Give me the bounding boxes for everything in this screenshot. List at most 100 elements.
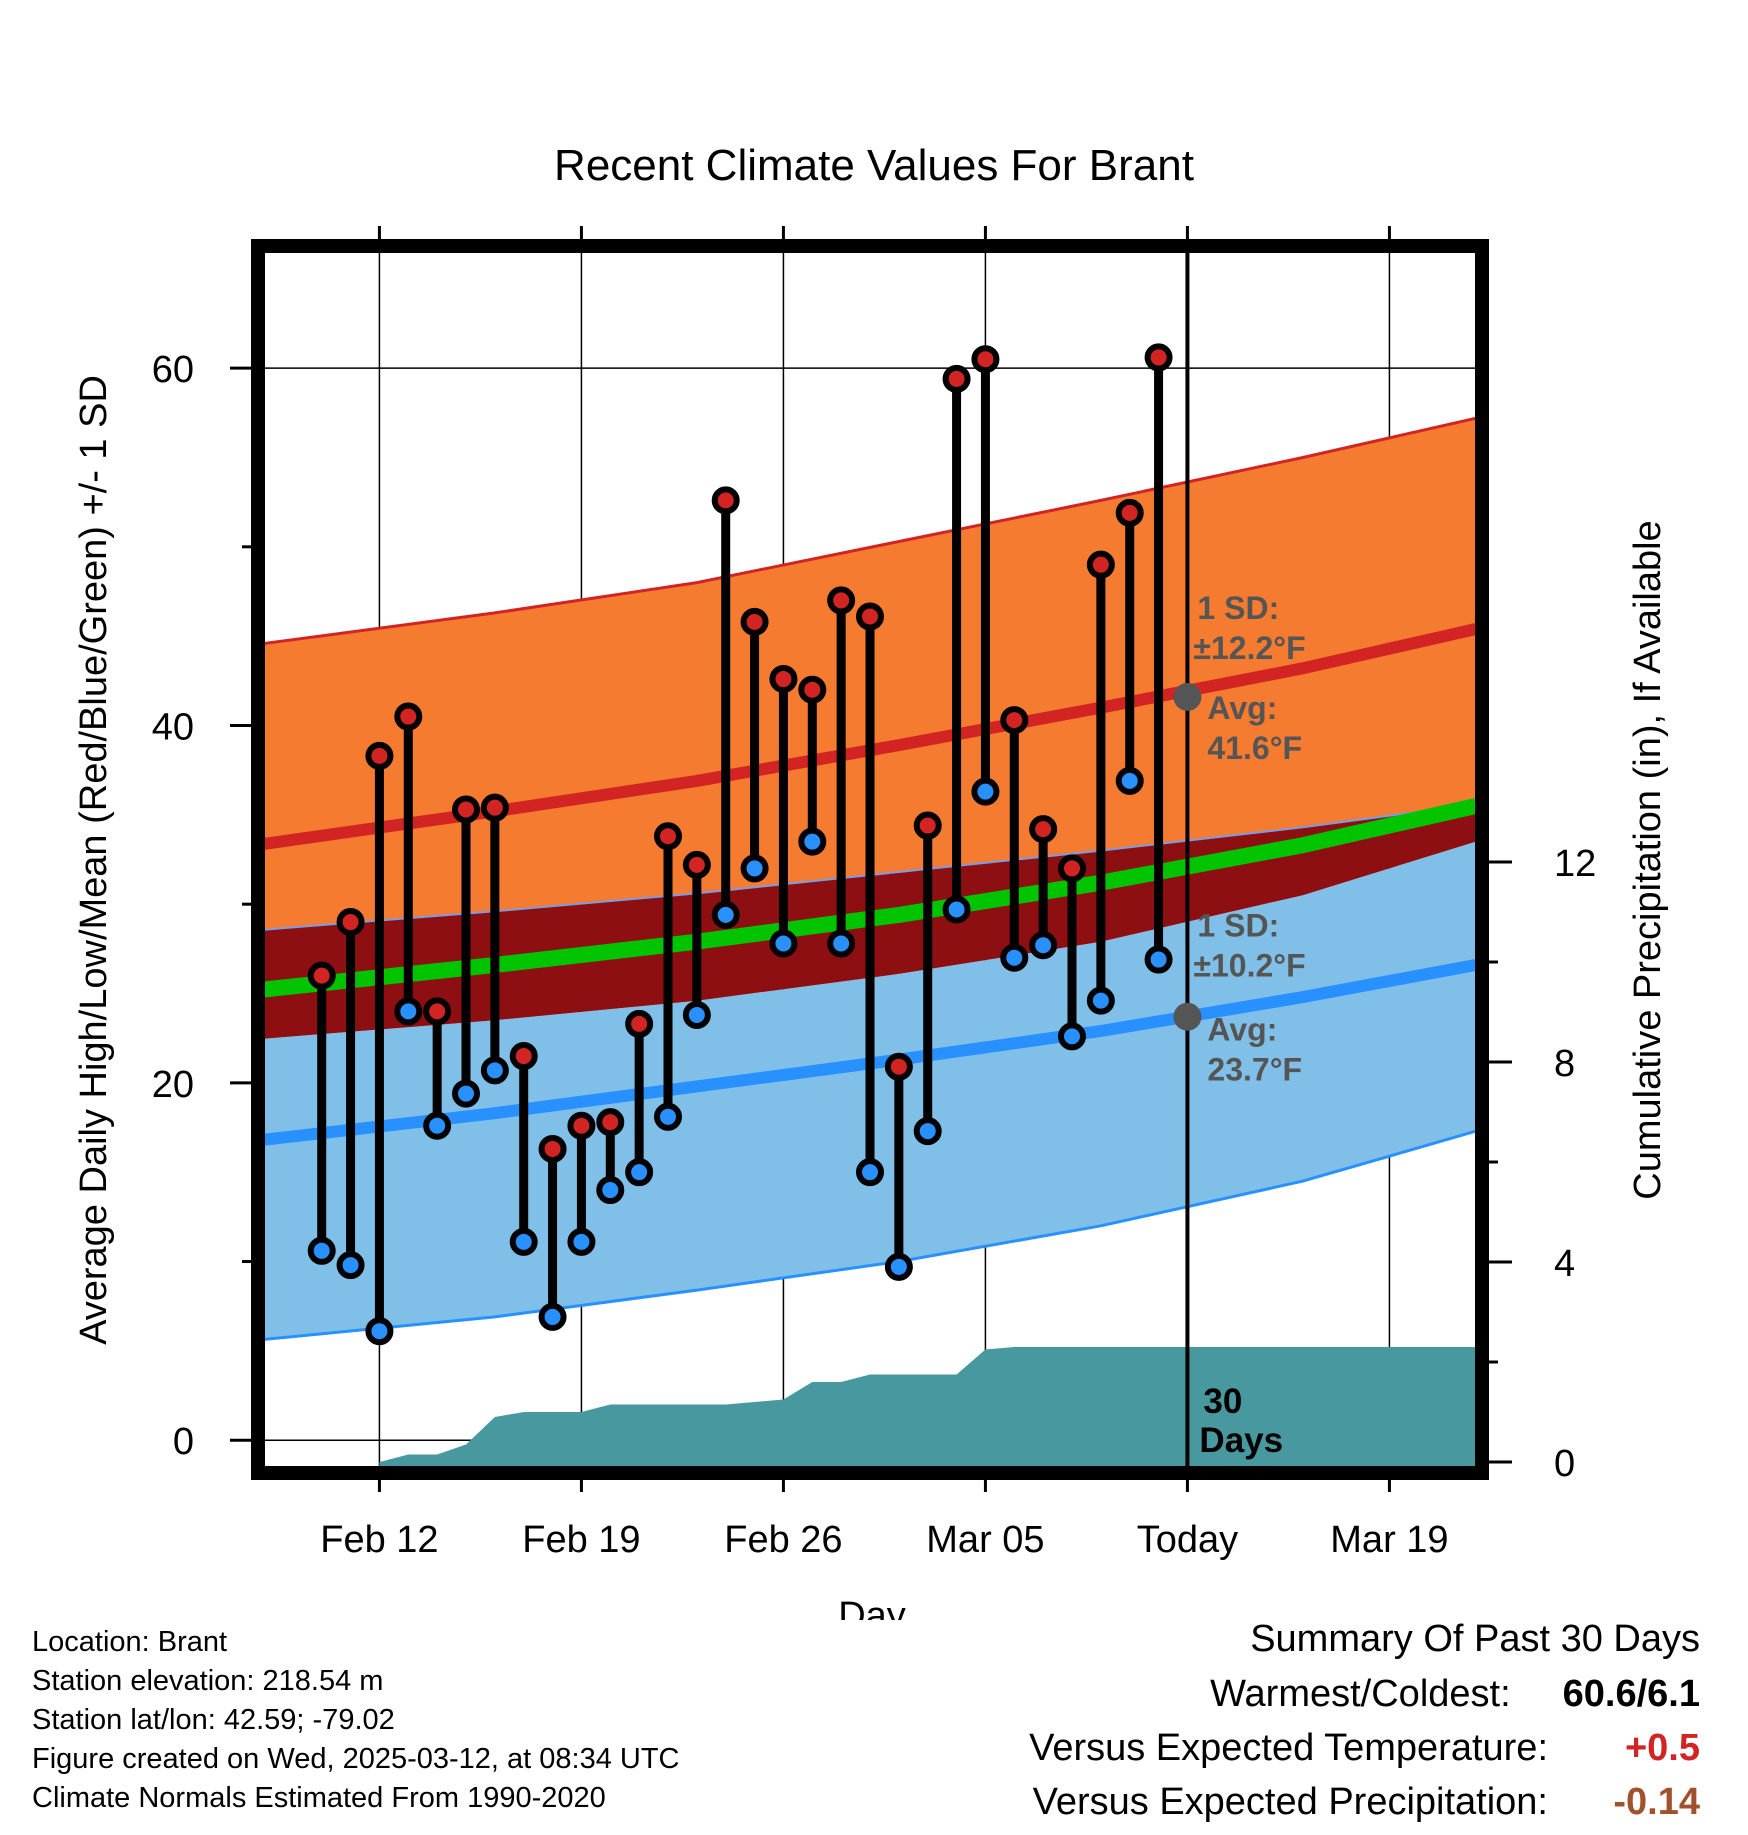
annotations: 1 SD: ±12.2°F Avg: 41.6°F 1 SD: ±10.2°F Avg: 23… [1173,590,1306,1460]
chart-title: Recent Climate Values For Brant [554,141,1194,190]
high-point [625,1009,654,1038]
low-point [1144,945,1173,974]
x-tick-label: Feb 19 [522,1519,640,1561]
axes: Feb 12 Feb 19 Feb 26 Mar 05 Today Mar 1902040… [152,226,1596,1561]
y-tick-label: 60 [152,349,194,391]
low-point [654,1102,682,1131]
low-point [394,997,423,1026]
low-point [827,929,856,958]
station-info: Location: Brant Station elevation: 218.5… [32,1623,680,1818]
high-point [452,795,480,824]
high-point [509,1042,538,1071]
created-text: Figure created on Wed, 2025-03-12, at 08… [32,1743,680,1775]
low-point [682,1000,711,1029]
low-point [480,1056,509,1085]
summary-label: Warmest/Coldest: [1210,1673,1511,1715]
low-avg-dot [1173,1002,1202,1031]
summary-row-temperature: Versus Expected Temperature: +0.5 [800,1727,1700,1770]
low-point [336,1251,365,1280]
high-point [682,850,711,879]
low-point [452,1079,480,1108]
high-point [884,1052,913,1081]
low-point [769,929,798,958]
summary-panel: Summary Of Past 30 Days Warmest/Coldest:… [800,1618,1700,1835]
high-point [365,741,394,770]
low-avg-label: Avg: [1207,1012,1277,1048]
high-point [654,822,682,851]
low-point [1029,931,1058,960]
x-tick-label: Feb 12 [320,1519,438,1561]
summary-title: Summary Of Past 30 Days [1250,1618,1700,1660]
y2-tick-label: 4 [1554,1243,1575,1285]
low-point [856,1158,884,1187]
high-point [913,811,942,840]
high-point [480,793,509,822]
low-point [711,900,740,929]
low-point [1058,1022,1086,1051]
y2-tick-label: 0 [1554,1443,1575,1485]
window-days-number: 30 [1203,1382,1242,1421]
normals-text: Climate Normals Estimated From 1990-2020 [32,1782,606,1814]
low-point [423,1111,452,1140]
summary-label: Versus Expected Precipitation: [1032,1781,1548,1823]
high-point [538,1134,567,1163]
high-point [971,345,1000,374]
y-tick-label: 0 [173,1421,194,1463]
low-point [740,854,769,883]
high-point [942,364,971,393]
low-point [365,1317,394,1346]
high-point [567,1111,596,1140]
high-avg-dot [1173,682,1202,711]
x-tick-label: Mar 19 [1330,1519,1448,1561]
precip-fill [379,1347,1476,1467]
summary-row-precipitation: Versus Expected Precipitation: -0.14 [800,1781,1700,1824]
low-normal-line [264,959,1476,1146]
summary-value: -0.14 [1613,1781,1700,1823]
low-sd-value: ±10.2°F [1193,948,1305,984]
high-point [394,702,423,731]
window-days-label: Days [1199,1421,1283,1460]
low-point [1086,986,1115,1015]
elevation-text: Station elevation: 218.54 m [32,1665,384,1697]
low-point [798,827,827,856]
y-tick-label: 20 [152,1064,194,1106]
x-tick-label: Mar 05 [926,1519,1044,1561]
low-avg-value: 23.7°F [1207,1052,1302,1088]
summary-row-warmest: Warmest/Coldest: 60.6/6.1 [800,1673,1700,1716]
summary-value: 60.6/6.1 [1562,1673,1700,1715]
y2-tick-label: 8 [1554,1043,1575,1085]
low-point [884,1252,913,1281]
low-point [971,777,1000,806]
low-point [567,1227,596,1256]
high-point [856,602,884,631]
high-point [307,961,336,990]
high-point [1029,815,1058,844]
low-point [942,895,971,924]
high-point [740,607,769,636]
x-axis-label: Day [838,1595,906,1620]
high-normal-line [264,623,1476,850]
x-tick-label: Feb 26 [724,1519,842,1561]
high-point [1144,343,1173,372]
high-point [1086,550,1115,579]
high-point [1115,498,1144,527]
low-point [625,1158,654,1187]
y2-axis-label: Cumulative Precipitation (in), If Availa… [1627,520,1669,1199]
low-point [913,1117,942,1146]
low-sd-label: 1 SD: [1197,908,1279,944]
x-tick-label: Today [1137,1519,1238,1561]
high-upper-edge [264,416,1476,646]
daily-markers [307,343,1173,1346]
high-point [1058,854,1086,883]
high-point [423,997,452,1026]
latlon-text: Station lat/lon: 42.59; -79.02 [32,1704,395,1736]
y2-tick-label: 12 [1554,843,1596,885]
summary-value: +0.5 [1624,1727,1700,1769]
climate-chart: Recent Climate Values For Brant 1 SD: ±12… [73,141,1669,1620]
high-point [1000,706,1029,735]
high-lower-edge [264,803,1476,931]
low-point [596,1176,625,1205]
high-point [827,586,856,615]
low-point [307,1236,336,1265]
high-point [769,665,798,694]
